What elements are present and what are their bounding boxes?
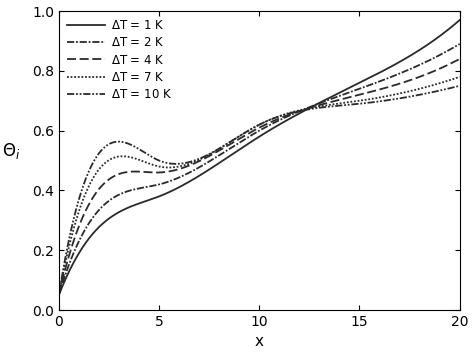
Line: $\Delta$T = 1 K: $\Delta$T = 1 K [59,20,460,295]
$\Delta$T = 4 K [210,152,215,156]
$\Delta$T = 4 K [102,181,108,185]
Line: $\Delta$T = 4 K: $\Delta$T = 4 K [59,59,460,295]
$\Delta$T = 1 K [457,18,463,22]
$\Delta$T = 1 K [102,220,108,224]
$\Delta$T = 1 K [227,154,233,158]
$\Delta$T = 1 K [210,165,215,169]
$\Delta$T = 2 K [126,189,131,193]
$\Delta$T = 4 K [406,78,411,83]
$\Delta$T = 2 K [406,67,411,72]
$\Delta$T = 4 K [457,57,463,61]
$\Delta$T = 10 K [227,140,233,144]
$\Delta$T = 2 K [457,42,463,46]
$\Delta$T = 2 K [56,293,62,297]
$\Delta$T = 10 K [406,95,411,99]
$\Delta$T = 2 K [210,157,215,162]
Line: $\Delta$T = 2 K: $\Delta$T = 2 K [59,44,460,295]
Line: $\Delta$T = 7 K: $\Delta$T = 7 K [59,77,460,295]
$\Delta$T = 7 K [227,140,233,144]
$\Delta$T = 1 K [56,293,62,297]
X-axis label: x: x [255,334,264,349]
$\Delta$T = 7 K [56,293,62,297]
$\Delta$T = 7 K [126,155,131,159]
$\Delta$T = 7 K [406,89,411,94]
$\Delta$T = 10 K [457,84,463,88]
$\Delta$T = 1 K [126,206,131,210]
Line: $\Delta$T = 10 K: $\Delta$T = 10 K [59,86,460,295]
$\Delta$T = 1 K [406,55,411,59]
Legend: $\Delta$T = 1 K, $\Delta$T = 2 K, $\Delta$T = 4 K, $\Delta$T = 7 K, $\Delta$T = : $\Delta$T = 1 K, $\Delta$T = 2 K, $\Delt… [64,16,175,104]
$\Delta$T = 7 K [102,161,108,165]
$\Delta$T = 10 K [56,293,62,297]
$\Delta$T = 7 K [457,75,463,79]
$\Delta$T = 2 K [102,202,108,207]
$\Delta$T = 10 K [449,86,455,90]
$\Delta$T = 10 K [126,142,131,146]
$\Delta$T = 1 K [449,24,455,29]
$\Delta$T = 4 K [126,170,131,174]
$\Delta$T = 10 K [210,150,215,154]
$\Delta$T = 4 K [56,293,62,297]
$\Delta$T = 10 K [102,145,108,149]
$\Delta$T = 2 K [449,47,455,51]
$\Delta$T = 7 K [210,151,215,155]
Y-axis label: $\Theta_i$: $\Theta_i$ [1,141,20,160]
$\Delta$T = 2 K [227,146,233,151]
$\Delta$T = 4 K [449,61,455,65]
$\Delta$T = 7 K [449,77,455,82]
$\Delta$T = 4 K [227,142,233,146]
